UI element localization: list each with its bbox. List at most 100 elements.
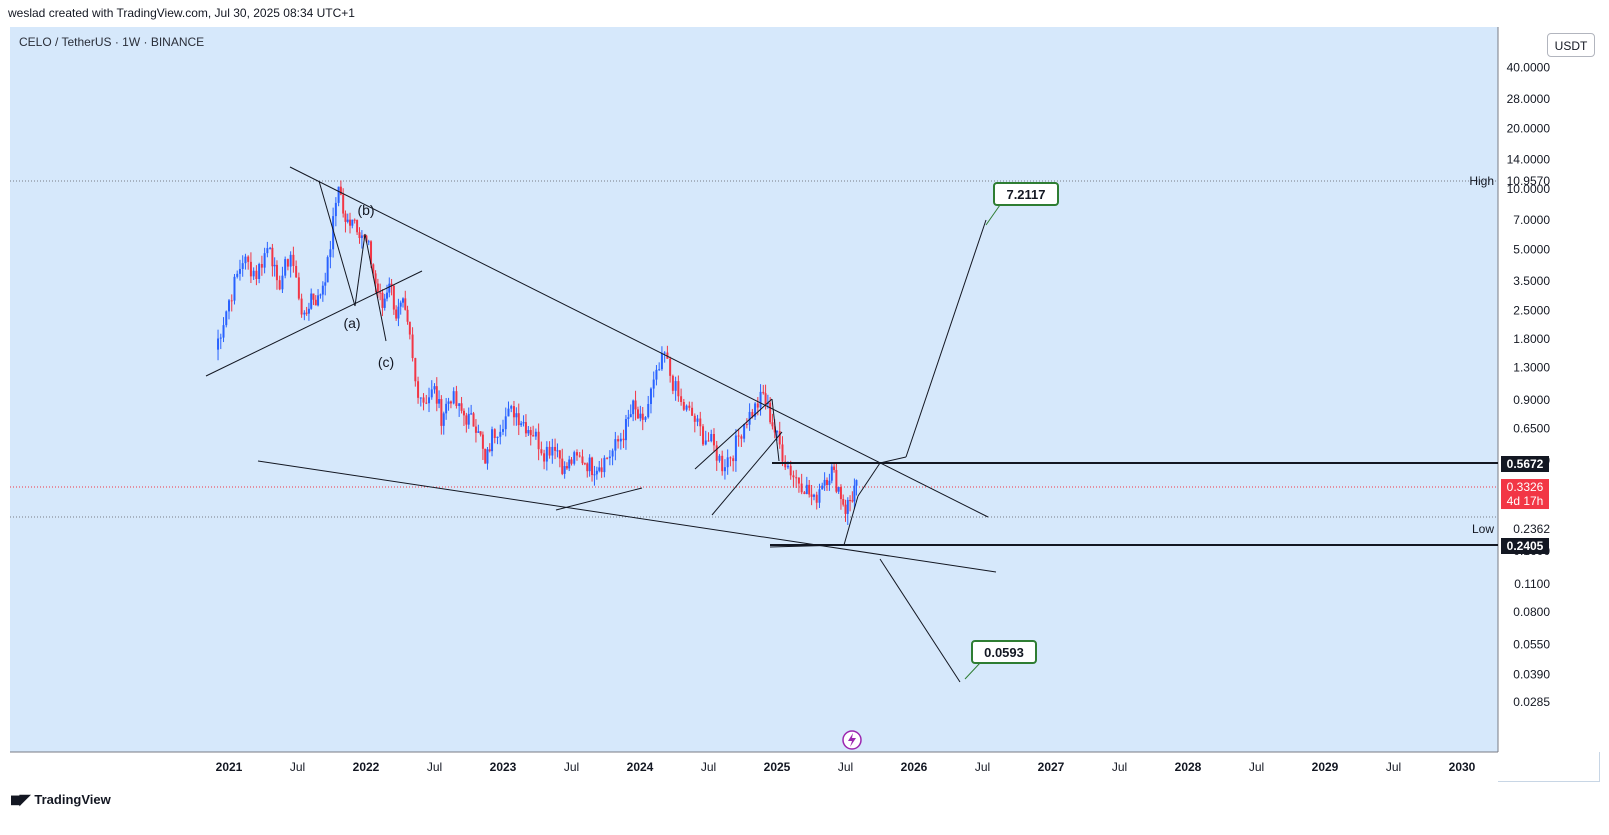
candle-body (430, 389, 433, 398)
candle-body (379, 292, 382, 294)
bar-countdown: 4d 17h (1507, 494, 1544, 508)
candle-body (401, 298, 404, 303)
candle-body (386, 292, 389, 299)
candle-body (751, 411, 754, 417)
candle-body (365, 235, 368, 242)
x-tick-label: Jul (838, 760, 853, 774)
price-target-label: 0.0593 (984, 645, 1024, 660)
candle-body (397, 306, 400, 319)
trend-line[interactable] (857, 462, 881, 497)
trend-line[interactable] (364, 233, 387, 342)
y-tick-label: 20.0000 (1507, 121, 1551, 135)
candle-body (551, 446, 554, 456)
symbol-title[interactable]: CELO / TetherUS · 1W · BINANCE (19, 35, 205, 49)
trend-line[interactable] (555, 487, 643, 511)
candle-body (292, 254, 295, 266)
candle-body (491, 429, 494, 452)
time-axis[interactable] (10, 752, 1498, 782)
candle-body (419, 397, 422, 399)
price-chart[interactable]: 40.0000 28.0000 20.0000 14.0000 10.0000 7.000… (10, 27, 1600, 782)
candle-body (748, 411, 751, 425)
candle-body (622, 438, 625, 441)
candle-body (289, 254, 292, 267)
candle-body (381, 292, 384, 308)
candle-body (486, 449, 489, 464)
candle-body (238, 268, 241, 274)
tradingview-footer[interactable]: ◼◤ TradingView (10, 791, 111, 808)
trend-line[interactable] (257, 460, 997, 573)
candle-body (392, 285, 395, 310)
candle-body (255, 270, 258, 279)
candle-body (583, 463, 586, 465)
candle-body (634, 400, 637, 410)
trend-line[interactable] (318, 180, 356, 307)
candle-body (704, 440, 707, 445)
trend-line[interactable] (879, 558, 961, 683)
candle-body (344, 213, 347, 222)
plot-area[interactable] (10, 27, 1498, 752)
currency-button[interactable]: USDT (1547, 33, 1595, 57)
candle-body (445, 403, 448, 414)
trend-line[interactable] (905, 219, 987, 458)
lightning-bolt-icon (848, 733, 856, 747)
trend-line[interactable] (769, 544, 845, 548)
candle-body (702, 426, 705, 445)
candle-body (839, 487, 842, 500)
candle-body (754, 403, 757, 417)
candle-body (504, 416, 507, 430)
candle-body (573, 452, 576, 464)
level-price-value: 0.2405 (1507, 539, 1544, 553)
candle-body (438, 399, 441, 404)
candle-body (470, 413, 473, 415)
candle-body (363, 235, 366, 237)
candle-body (636, 409, 639, 419)
trend-line[interactable] (694, 398, 773, 470)
candle-body (644, 417, 647, 420)
candle-body (632, 400, 635, 415)
trend-line[interactable] (711, 431, 783, 516)
candle-body (786, 465, 789, 468)
candle-body (527, 430, 530, 434)
wave-label: (a) (343, 315, 360, 331)
candle-body (778, 431, 781, 445)
y-tick-label: 14.0000 (1507, 153, 1551, 167)
y-tick-label: 7.0000 (1513, 213, 1550, 227)
candle-body (629, 414, 632, 418)
candle-body (252, 270, 255, 277)
price-target-box[interactable] (993, 182, 1059, 206)
candle-body (217, 338, 220, 350)
price-target-box[interactable] (971, 640, 1037, 664)
candle-body (815, 494, 818, 503)
trend-line[interactable] (205, 270, 423, 377)
x-tick-label: Jul (701, 760, 716, 774)
candle-body (295, 265, 298, 278)
trend-line[interactable] (771, 398, 780, 462)
candle-body (275, 264, 278, 281)
x-tick-label: Jul (975, 760, 990, 774)
brand-name: TradingView (34, 792, 111, 807)
candle-body (515, 413, 518, 418)
price-axis[interactable] (1498, 27, 1600, 752)
candle-body (734, 435, 737, 462)
y-tick-label: 0.0800 (1513, 605, 1550, 619)
candle-body (575, 452, 578, 456)
candle-body (715, 445, 718, 461)
trend-line[interactable] (843, 495, 859, 546)
candle-body (517, 413, 520, 426)
trend-line[interactable] (879, 456, 907, 464)
x-tick-label: 2021 (216, 760, 243, 774)
candle-body (688, 405, 691, 408)
trend-line[interactable] (289, 166, 989, 518)
x-tick-label: 2024 (627, 760, 654, 774)
x-tick-label: Jul (564, 760, 579, 774)
level-price-value: 0.5672 (1507, 457, 1544, 471)
candle-body (317, 295, 320, 306)
trend-line[interactable] (354, 233, 366, 307)
x-tick-label: 2025 (764, 760, 791, 774)
candle-body (406, 309, 409, 322)
candle-body (222, 325, 225, 338)
candle-body (598, 467, 601, 471)
candle-body (502, 429, 504, 432)
x-tick-label: 2023 (490, 760, 517, 774)
candle-body (677, 381, 680, 397)
